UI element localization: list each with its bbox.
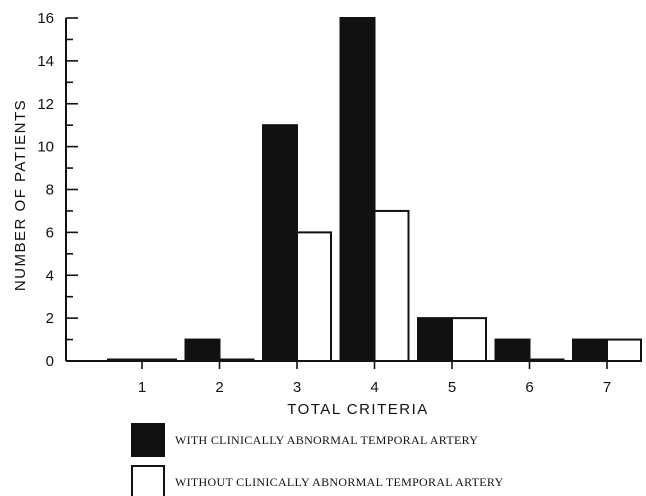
legend-label: WITH CLINICALLY ABNORMAL TEMPORAL ARTERY [175, 433, 478, 447]
bar-without-abnormal [451, 317, 487, 362]
bars [107, 17, 642, 362]
y-tick-label: 2 [46, 310, 54, 327]
bar-without-abnormal [606, 338, 642, 362]
x-tick-label: 5 [448, 379, 456, 396]
y-tick-label: 0 [46, 353, 54, 370]
x-tick-label: 2 [215, 379, 223, 396]
y-tick-label: 8 [46, 182, 54, 199]
bar-with-abnormal [417, 317, 453, 362]
y-tick-label: 4 [46, 267, 54, 284]
x-tick-label: 4 [370, 379, 378, 396]
x-tick-label: 7 [603, 379, 611, 396]
bar-with-abnormal [494, 338, 531, 362]
y-tick-label: 12 [37, 96, 54, 113]
bar-without-abnormal [373, 209, 410, 362]
legend-label: WITHOUT CLINICALLY ABNORMAL TEMPORAL ART… [175, 475, 504, 489]
x-tick-label: 1 [138, 379, 146, 396]
y-tick-label: 14 [37, 53, 54, 70]
legend-swatch [131, 465, 165, 496]
bar-with-abnormal [184, 338, 221, 362]
y-tick-label: 16 [37, 10, 54, 27]
legend: WITH CLINICALLY ABNORMAL TEMPORAL ARTERY… [131, 423, 504, 496]
x-tick-labels: 1 2 3 4 5 6 7 [138, 361, 611, 396]
bar-with-abnormal [572, 338, 608, 362]
bar-without-abnormal [296, 231, 332, 362]
x-tick-label: 6 [525, 379, 533, 396]
y-tick-label: 10 [37, 139, 54, 156]
y-axis-title: NUMBER OF PATIENTS [12, 99, 29, 291]
y-tick-label: 6 [46, 224, 54, 241]
y-ticks: 0 2 4 6 8 10 12 14 16 [37, 10, 78, 370]
legend-swatch [131, 423, 165, 457]
x-axis-title: TOTAL CRITERIA [287, 401, 429, 418]
x-tick-label: 3 [293, 379, 301, 396]
bar-with-abnormal [262, 124, 298, 362]
bar-with-abnormal [339, 17, 376, 362]
